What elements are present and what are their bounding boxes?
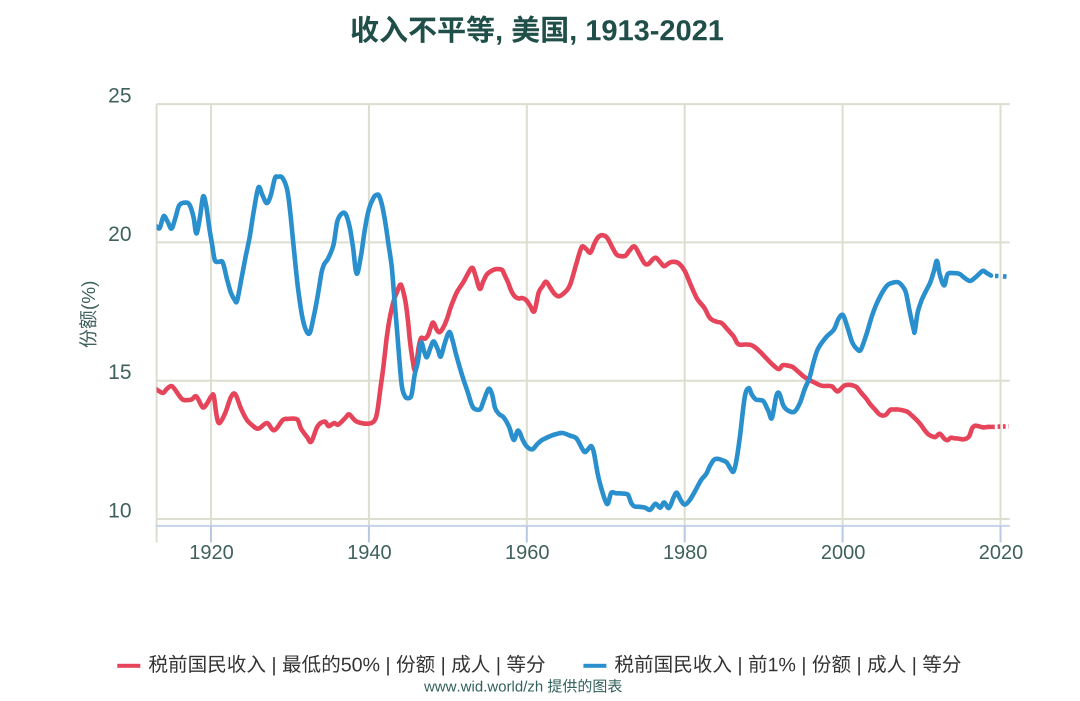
svg-text:1940: 1940 bbox=[347, 542, 392, 564]
svg-text:20: 20 bbox=[108, 223, 131, 246]
svg-text:25: 25 bbox=[108, 85, 131, 108]
svg-text:15: 15 bbox=[108, 361, 131, 384]
svg-text:2000: 2000 bbox=[821, 542, 866, 564]
svg-text:10: 10 bbox=[108, 500, 131, 523]
svg-text:2020: 2020 bbox=[979, 542, 1024, 564]
svg-text:1960: 1960 bbox=[505, 542, 550, 564]
svg-text:1980: 1980 bbox=[663, 542, 708, 564]
svg-text:1920: 1920 bbox=[189, 542, 234, 564]
